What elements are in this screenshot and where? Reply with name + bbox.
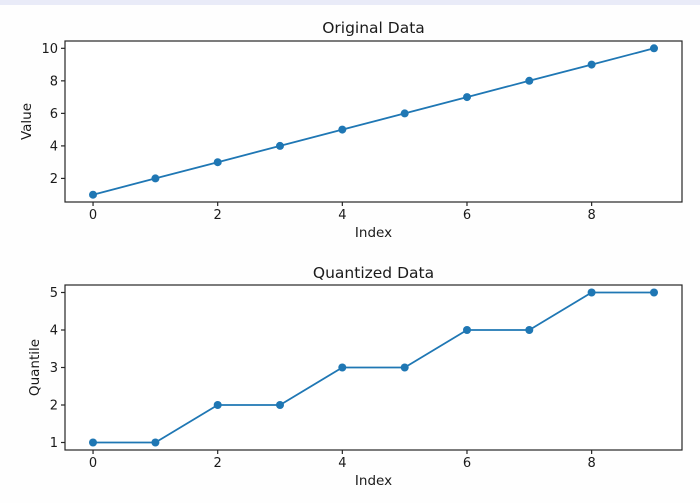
- data-point-marker: [213, 158, 222, 167]
- data-point-marker: [400, 363, 409, 372]
- y-axis-label: Quantile: [27, 339, 43, 396]
- y-tick-label: 5: [50, 286, 58, 301]
- y-tick-label: 8: [50, 74, 58, 89]
- data-point-marker: [276, 141, 284, 150]
- x-tick-label: 8: [587, 456, 595, 471]
- chart-title: Quantized Data: [313, 264, 434, 282]
- x-tick-label: 4: [338, 208, 346, 223]
- x-tick-label: 0: [89, 208, 97, 223]
- subplot-original-data: 0 2 4 6 8 2 4 6 8 10 Original Data Index Value: [19, 19, 683, 241]
- x-tick-label: 0: [89, 456, 97, 471]
- data-point-marker: [525, 326, 534, 334]
- x-tick-label: 2: [214, 208, 222, 223]
- data-point-marker: [587, 288, 596, 297]
- data-point-marker: [89, 190, 97, 199]
- data-point-marker: [650, 288, 658, 297]
- x-tick-label: 4: [338, 456, 346, 471]
- data-point-marker: [400, 109, 409, 118]
- data-point-marker: [650, 44, 658, 53]
- y-tick-label: 1: [50, 436, 58, 451]
- data-point-marker: [338, 363, 347, 372]
- data-line: [92, 47, 655, 196]
- y-tick-label: 2: [50, 172, 58, 187]
- data-point-marker: [587, 60, 596, 69]
- x-axis-label: Index: [355, 473, 392, 489]
- data-point-marker: [463, 93, 471, 102]
- x-tick-label: 8: [587, 208, 595, 223]
- data-point-marker: [525, 76, 534, 85]
- y-tick-label: 6: [50, 107, 58, 122]
- data-point-marker: [213, 401, 222, 409]
- data-point-marker: [463, 326, 471, 334]
- y-tick-label: 4: [50, 139, 58, 154]
- x-tick-label: 6: [463, 456, 471, 471]
- x-tick-label: 2: [214, 456, 222, 471]
- chart-title: Original Data: [322, 19, 425, 37]
- data-point-marker: [151, 174, 160, 183]
- x-axis-label: Index: [355, 225, 392, 241]
- x-tick-label: 6: [463, 208, 471, 223]
- y-tick-label: 10: [41, 42, 58, 57]
- data-line: [93, 291, 654, 444]
- data-point-marker: [89, 438, 97, 447]
- page-top-strip: [0, 0, 700, 5]
- subplot-quantized-data: 0 2 4 6 8 1 2 3 4 5 Quantized Data Index Quantile: [27, 264, 683, 489]
- data-point-marker: [338, 125, 347, 134]
- y-axis-label: Value: [19, 103, 35, 140]
- data-point-marker: [276, 401, 284, 409]
- y-tick-label: 4: [50, 324, 58, 339]
- y-tick-label: 2: [50, 399, 58, 414]
- data-point-marker: [151, 438, 160, 447]
- y-tick-label: 3: [50, 361, 58, 376]
